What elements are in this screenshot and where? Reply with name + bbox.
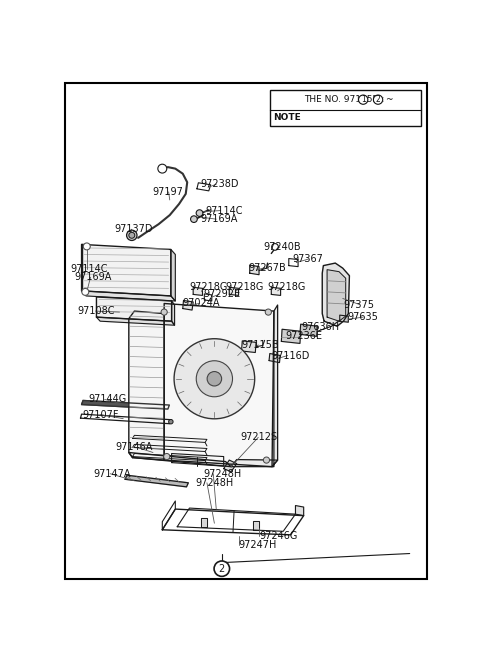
Polygon shape: [241, 341, 256, 352]
Circle shape: [129, 232, 135, 238]
Polygon shape: [224, 460, 237, 472]
Text: 2: 2: [376, 95, 381, 104]
Polygon shape: [322, 263, 349, 326]
Text: 2: 2: [219, 564, 225, 574]
Circle shape: [373, 95, 383, 104]
Polygon shape: [296, 506, 304, 516]
Circle shape: [158, 164, 167, 173]
Circle shape: [359, 95, 368, 104]
Polygon shape: [202, 518, 207, 527]
Polygon shape: [82, 400, 169, 409]
Polygon shape: [96, 317, 175, 325]
Text: THE NO. 97105B :: THE NO. 97105B :: [304, 95, 387, 104]
Polygon shape: [340, 315, 348, 322]
Polygon shape: [271, 287, 281, 295]
Text: 97267B: 97267B: [249, 262, 287, 273]
Text: 97144G: 97144G: [88, 394, 126, 405]
Text: 97197: 97197: [152, 187, 183, 197]
Text: 97246G: 97246G: [259, 531, 298, 541]
Text: 97635: 97635: [347, 312, 378, 322]
Text: 97146A: 97146A: [116, 442, 153, 453]
Circle shape: [174, 338, 255, 419]
Text: 97169A: 97169A: [201, 214, 238, 224]
Circle shape: [84, 243, 90, 250]
Circle shape: [265, 309, 271, 315]
Polygon shape: [164, 304, 274, 466]
Polygon shape: [231, 460, 277, 466]
Polygon shape: [250, 265, 259, 275]
Text: 97114C: 97114C: [205, 205, 242, 216]
Text: 97114C: 97114C: [71, 264, 108, 274]
Circle shape: [264, 457, 270, 463]
Text: 97248H: 97248H: [203, 469, 241, 479]
Circle shape: [214, 561, 229, 577]
Polygon shape: [82, 291, 175, 301]
Circle shape: [196, 210, 203, 216]
Polygon shape: [171, 249, 175, 301]
Circle shape: [127, 230, 137, 241]
Polygon shape: [229, 287, 239, 295]
Circle shape: [164, 453, 170, 460]
Polygon shape: [272, 305, 277, 466]
Text: 97218G: 97218G: [190, 282, 228, 292]
Polygon shape: [96, 297, 172, 321]
Text: 97147A: 97147A: [94, 469, 131, 479]
Text: 97024A: 97024A: [183, 298, 220, 308]
Bar: [270, 90, 421, 126]
Polygon shape: [193, 287, 203, 295]
Polygon shape: [129, 311, 164, 460]
Text: 1: 1: [361, 95, 366, 104]
Text: 97236E: 97236E: [285, 331, 322, 341]
Text: 97240B: 97240B: [264, 243, 301, 253]
Polygon shape: [253, 521, 259, 530]
Polygon shape: [183, 300, 193, 310]
Text: 97636H: 97636H: [301, 321, 339, 332]
Polygon shape: [269, 354, 280, 363]
Text: 97367: 97367: [293, 254, 324, 264]
Text: 97212S: 97212S: [240, 432, 277, 442]
Text: 97218G: 97218G: [226, 282, 264, 292]
Circle shape: [207, 371, 222, 386]
Text: 97247H: 97247H: [239, 540, 277, 550]
Text: 97218G: 97218G: [267, 282, 306, 292]
Circle shape: [196, 361, 232, 397]
Text: 97137D: 97137D: [114, 224, 153, 234]
Text: 97108C: 97108C: [78, 306, 115, 316]
Circle shape: [82, 289, 89, 295]
Polygon shape: [281, 329, 300, 343]
Text: 97292E: 97292E: [203, 289, 240, 299]
Text: 97238D: 97238D: [201, 179, 239, 190]
Text: 97107F: 97107F: [83, 409, 119, 420]
Circle shape: [191, 216, 197, 222]
Text: 97248H: 97248H: [196, 478, 234, 488]
Polygon shape: [82, 245, 171, 296]
Circle shape: [272, 243, 278, 250]
Text: 97169A: 97169A: [74, 272, 111, 282]
Polygon shape: [300, 324, 317, 337]
Polygon shape: [125, 475, 188, 487]
Text: ~: ~: [385, 95, 393, 104]
Circle shape: [161, 309, 167, 315]
Text: 97115B: 97115B: [241, 340, 279, 350]
Text: NOTE: NOTE: [273, 113, 301, 122]
Polygon shape: [327, 270, 346, 321]
Text: 97375: 97375: [344, 300, 374, 310]
Circle shape: [168, 419, 173, 424]
Text: 97116D: 97116D: [271, 350, 310, 361]
Polygon shape: [172, 301, 175, 325]
